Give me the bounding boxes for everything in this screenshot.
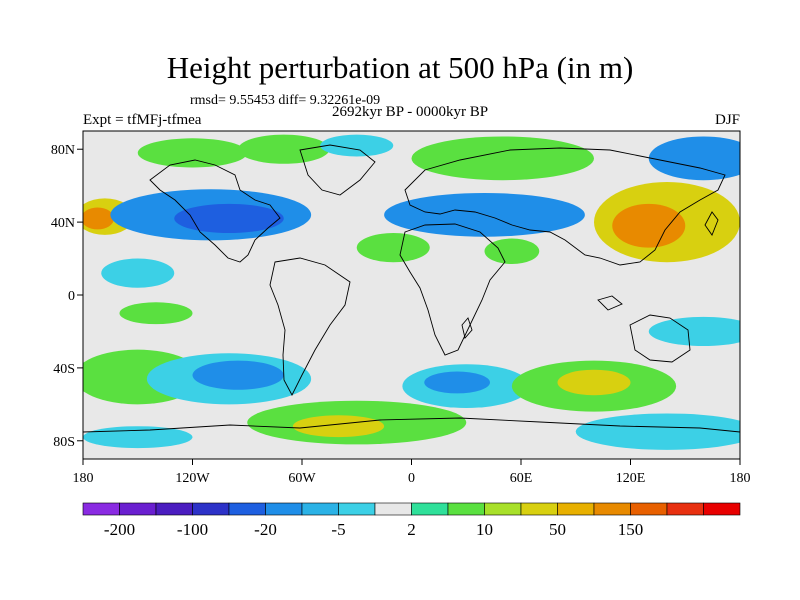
x-tick-label-6: 180 [730, 471, 751, 486]
y-tick-label-0: 80N [51, 143, 75, 158]
colorbar-swatch-12 [520, 502, 558, 516]
experiment-label: Expt = tfMFj-tfmea [83, 112, 202, 128]
y-tick-label-3: 40S [53, 362, 75, 377]
anomaly-region-7 [411, 136, 594, 181]
anomaly-region-12 [612, 203, 686, 248]
x-tick-label-4: 60E [510, 471, 533, 486]
colorbar: -200 -100 -20 -5 2 10 50 150 [82, 502, 741, 539]
colorbar-swatch-13 [557, 502, 595, 516]
colorbar-swatch-16 [666, 502, 704, 516]
anomaly-region-3 [174, 203, 284, 234]
colorbar-label-2: -20 [254, 520, 277, 539]
anomaly-region-13 [648, 136, 740, 181]
colorbar-swatch-15 [630, 502, 668, 516]
colorbar-label-0: -200 [104, 520, 135, 539]
coastlines [83, 144, 740, 433]
anomaly-region-5 [238, 134, 330, 164]
anomaly-region-18 [192, 360, 284, 390]
chart-title: Height perturbation at 500 hPa (in m) [166, 50, 634, 85]
x-axis: 180 120W 60W 0 60E 120E 180 [73, 459, 751, 486]
anomaly-region-27 [83, 426, 193, 449]
anomaly-region-4 [137, 138, 248, 168]
anomaly-region-24 [557, 369, 631, 396]
y-tick-label-4: 80S [53, 435, 75, 450]
period-label: 2692kyr BP - 0000kyr BP [331, 104, 489, 120]
y-tick-label-1: 40N [51, 216, 75, 231]
anomaly-region-25 [575, 413, 740, 450]
colorbar-swatch-17 [703, 502, 741, 516]
colorbar-swatch-2 [155, 502, 193, 516]
anomaly-region-22 [424, 371, 490, 394]
anomaly-region-20 [292, 415, 385, 438]
anomaly-region-10 [484, 238, 540, 265]
x-tick-label-3: 0 [408, 471, 415, 486]
colorbar-swatch-11 [484, 502, 522, 516]
season-label: DJF [714, 112, 740, 128]
colorbar-label-6: 50 [549, 520, 566, 539]
colorbar-label-4: 2 [407, 520, 416, 539]
colorbar-label-3: -5 [331, 520, 345, 539]
anomaly-region-15 [119, 302, 193, 325]
anomaly-region-6 [320, 134, 394, 157]
y-tick-label-2: 0 [68, 289, 75, 304]
colorbar-swatch-6 [301, 502, 339, 516]
colorbar-swatch-1 [119, 502, 157, 516]
anomaly-region-9 [356, 233, 430, 263]
anomaly-region-26 [648, 316, 740, 347]
x-tick-label-0: 180 [73, 471, 94, 486]
anomaly-region-1 [83, 207, 115, 230]
stats-label: rmsd= 9.55453 diff= 9.32261e-09 [190, 93, 381, 108]
colorbar-swatch-14 [593, 502, 631, 516]
x-tick-label-2: 60W [288, 471, 316, 486]
colorbar-label-7: 150 [618, 520, 644, 539]
colorbar-swatch-8 [374, 502, 412, 516]
colorbar-label-5: 10 [476, 520, 493, 539]
colorbar-swatch-9 [411, 502, 449, 516]
x-tick-label-5: 120E [616, 471, 646, 486]
colorbar-swatch-3 [192, 502, 230, 516]
colorbar-swatch-4 [228, 502, 266, 516]
colorbar-swatch-5 [265, 502, 303, 516]
y-axis: 80N 40N 0 40S 80S [51, 143, 83, 450]
anomaly-region-14 [101, 258, 175, 288]
plot-area [83, 131, 740, 459]
colorbar-swatch-7 [338, 502, 376, 516]
colorbar-swatch-0 [82, 502, 120, 516]
x-tick-label-1: 120W [175, 471, 210, 486]
colorbar-label-1: -100 [177, 520, 208, 539]
colorbar-swatch-10 [447, 502, 485, 516]
